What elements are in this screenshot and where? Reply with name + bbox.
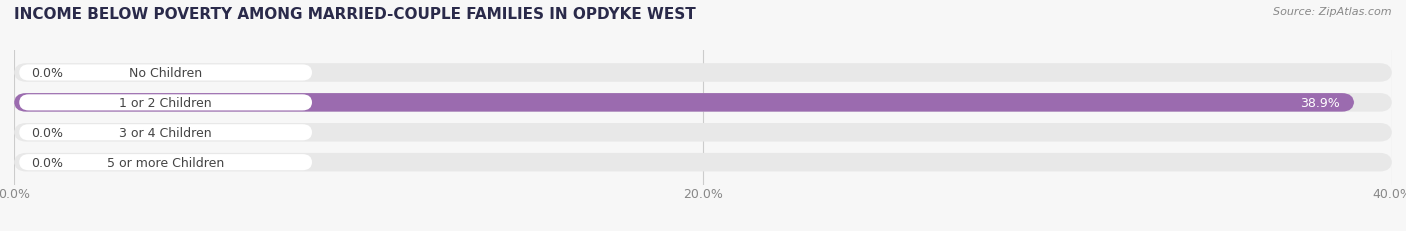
Text: INCOME BELOW POVERTY AMONG MARRIED-COUPLE FAMILIES IN OPDYKE WEST: INCOME BELOW POVERTY AMONG MARRIED-COUPL…: [14, 7, 696, 22]
FancyBboxPatch shape: [14, 94, 1392, 112]
Text: 5 or more Children: 5 or more Children: [107, 156, 224, 169]
Text: No Children: No Children: [129, 67, 202, 80]
FancyBboxPatch shape: [14, 123, 1392, 142]
Text: 1 or 2 Children: 1 or 2 Children: [120, 97, 212, 109]
FancyBboxPatch shape: [20, 95, 312, 111]
FancyBboxPatch shape: [14, 94, 1354, 112]
Text: 38.9%: 38.9%: [1301, 97, 1340, 109]
Text: 0.0%: 0.0%: [31, 126, 63, 139]
FancyBboxPatch shape: [20, 155, 312, 170]
FancyBboxPatch shape: [20, 125, 312, 141]
Text: 0.0%: 0.0%: [31, 156, 63, 169]
FancyBboxPatch shape: [20, 65, 312, 81]
Text: 0.0%: 0.0%: [31, 67, 63, 80]
Text: 3 or 4 Children: 3 or 4 Children: [120, 126, 212, 139]
FancyBboxPatch shape: [14, 64, 1392, 82]
Text: Source: ZipAtlas.com: Source: ZipAtlas.com: [1274, 7, 1392, 17]
FancyBboxPatch shape: [14, 153, 1392, 172]
